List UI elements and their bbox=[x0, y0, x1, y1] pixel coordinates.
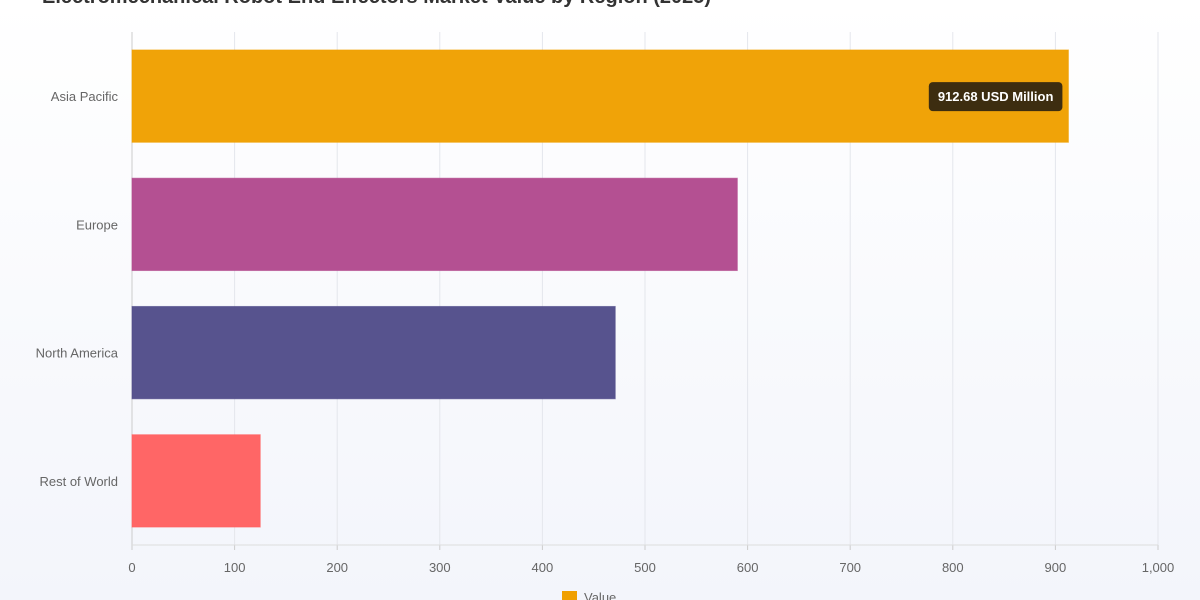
legend-swatch bbox=[562, 591, 577, 600]
x-tick-label: 300 bbox=[429, 560, 451, 575]
y-tick-label: North America bbox=[36, 346, 119, 361]
x-tick-label: 1,000 bbox=[1142, 560, 1175, 575]
tooltip: 912.68 USD Million bbox=[928, 82, 1063, 112]
bar bbox=[131, 49, 1069, 143]
x-tick-label: 400 bbox=[532, 560, 554, 575]
tooltip-box bbox=[928, 82, 1063, 112]
legend-label: Value bbox=[584, 590, 616, 600]
x-tick-label: 800 bbox=[942, 560, 964, 575]
y-tick-label: Asia Pacific bbox=[51, 89, 119, 104]
chart-title: Electromechanical Robot End Effectors Ma… bbox=[42, 0, 711, 8]
x-tick-label: 0 bbox=[128, 560, 135, 575]
bar bbox=[131, 177, 738, 272]
bar bbox=[131, 434, 261, 528]
x-tick-label: 900 bbox=[1045, 560, 1067, 575]
x-tick-label: 600 bbox=[737, 560, 759, 575]
y-tick-label: Rest of World bbox=[39, 474, 118, 489]
value-label: 912.68 USD Million bbox=[938, 89, 1054, 104]
x-tick-label: 200 bbox=[326, 560, 348, 575]
y-tick-label: Europe bbox=[76, 217, 118, 232]
x-tick-label: 500 bbox=[634, 560, 656, 575]
x-tick-label: 700 bbox=[839, 560, 861, 575]
bar bbox=[131, 305, 616, 400]
x-tick-label: 100 bbox=[224, 560, 246, 575]
